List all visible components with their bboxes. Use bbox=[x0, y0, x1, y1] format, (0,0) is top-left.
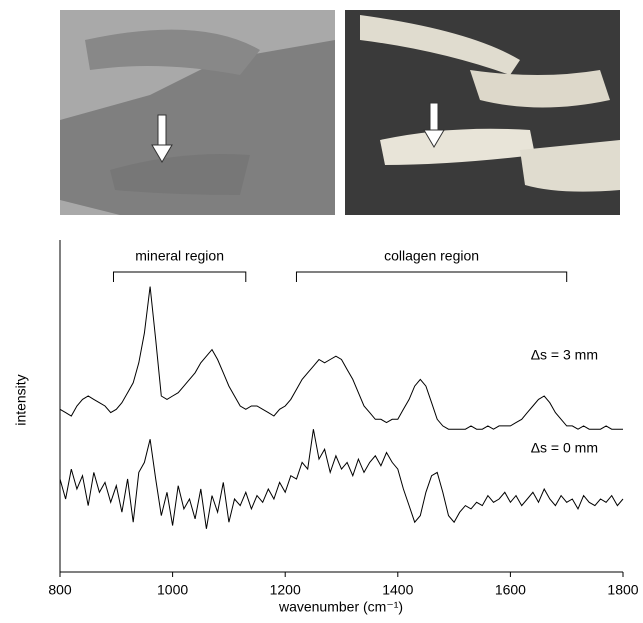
region-label: collagen region bbox=[384, 248, 479, 264]
x-tick-label: 1400 bbox=[382, 582, 413, 598]
region-bracket bbox=[296, 272, 566, 282]
x-tick-label: 1800 bbox=[607, 582, 638, 598]
page: intensity wavenumber (cm⁻¹) 800 1000 1200 1… bbox=[0, 0, 643, 623]
region-bracket bbox=[113, 272, 245, 282]
figure: intensity wavenumber (cm⁻¹) 800 1000 1200 1… bbox=[0, 0, 643, 618]
region-label: mineral region bbox=[135, 248, 224, 264]
x-tick-label: 800 bbox=[48, 582, 72, 598]
series-label: Δs = 3 mm bbox=[531, 347, 598, 363]
skeleton-photo bbox=[345, 10, 620, 215]
x-tick-label: 1000 bbox=[157, 582, 188, 598]
x-axis-label: wavenumber (cm⁻¹) bbox=[278, 599, 403, 615]
x-tick-label: 1600 bbox=[495, 582, 526, 598]
hand-photo bbox=[60, 10, 335, 215]
series-label: Δs = 0 mm bbox=[531, 440, 598, 456]
x-tick-label: 1200 bbox=[270, 582, 301, 598]
y-axis-label: intensity bbox=[13, 374, 29, 425]
